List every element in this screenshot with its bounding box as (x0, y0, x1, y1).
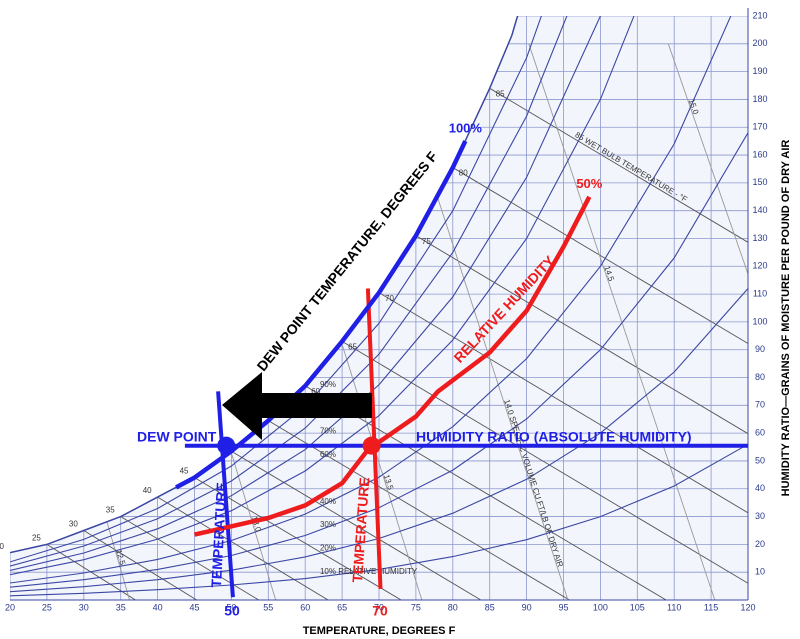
humidity-ratio-label: HUMIDITY RATIO (ABSOLUTE HUMIDITY) (416, 429, 692, 445)
x-tick-label: 65 (337, 602, 347, 612)
rh-label: 30% (320, 520, 336, 529)
x-tick-label: 45 (189, 602, 199, 612)
rh-label: 20% (320, 543, 336, 552)
temperature-label: TEMPERATURE (349, 477, 372, 583)
y-tick-label: 30 (755, 511, 765, 521)
wet-bulb-line (120, 516, 259, 600)
wet-bulb-line (452, 167, 748, 600)
curve-label: 65 (348, 342, 357, 351)
y-tick-label: 180 (752, 94, 767, 104)
y-tick-label: 20 (755, 539, 765, 549)
y-tick-label: 150 (752, 177, 767, 187)
y-tick-label: 120 (752, 261, 767, 271)
y-tick-label: 60 (755, 428, 765, 438)
curve-label: 20 (0, 542, 5, 551)
series-line (175, 140, 468, 490)
wet-bulb-line (341, 340, 748, 600)
rh-label: 10% RELATIVE HUMIDITY (320, 567, 418, 576)
wet-bulb-line (304, 385, 667, 600)
y-tick-label: 40 (755, 483, 765, 493)
curve-label: 35 (106, 506, 115, 515)
x-tick-label: 80 (448, 602, 458, 612)
rh-label: 60% (320, 450, 336, 459)
rh-curve (10, 16, 748, 572)
dew-point-value: 50 (224, 603, 240, 619)
dry-bulb-value: 70 (372, 603, 388, 619)
x-tick-label: 115 (704, 602, 718, 612)
rh-curve (10, 16, 748, 567)
rh-label: 40% (320, 497, 336, 506)
wet-bulb-line (415, 235, 748, 600)
x-axis-title: TEMPERATURE, DEGREES F (303, 625, 456, 637)
curve-label: 85 (496, 89, 505, 98)
y-tick-label: 210 (752, 10, 767, 20)
rh-curve (10, 16, 748, 584)
rh-curve (10, 16, 748, 576)
y-tick-label: 80 (755, 372, 765, 382)
x-tick-label: 60 (300, 602, 310, 612)
specific-volume-line (10, 43, 130, 600)
curve-label: 25 (32, 533, 41, 542)
x-tick-label: 110 (667, 602, 681, 612)
point (362, 436, 381, 455)
curve-label: 75 (422, 237, 431, 246)
y-tick-label: 110 (753, 288, 767, 298)
x-tick-label: 85 (485, 602, 495, 612)
rh-label: 90% (320, 380, 336, 389)
wet-bulb-line (194, 477, 402, 600)
x-tick-label: 100 (593, 602, 608, 612)
specific-volume-line (528, 43, 716, 600)
rh-label: 70% (320, 427, 336, 436)
curve-label: 40 (143, 486, 152, 495)
curve-label: 80 (459, 169, 468, 178)
x-tick-label: 70 (374, 602, 384, 612)
x-tick-label: 30 (79, 602, 89, 612)
specific-volume-label: 12.5 (114, 549, 127, 567)
x-tick-label: 105 (630, 602, 645, 612)
curve-label: 30 (69, 520, 78, 529)
y-tick-label: 170 (752, 122, 767, 132)
arrow (222, 372, 372, 440)
plot-area (10, 16, 748, 600)
y-tick-label: 200 (752, 38, 767, 48)
x-tick-label: 55 (263, 602, 273, 612)
wet-bulb-line (489, 87, 748, 600)
temperature-label: TEMPERATURE (208, 482, 230, 588)
curve-label: 60 (311, 387, 320, 396)
y-tick-label: 10 (755, 567, 765, 577)
series-label: 50% (576, 176, 602, 191)
y-tick-label: 50 (755, 455, 765, 465)
y-tick-label: 70 (755, 400, 765, 410)
x-tick-label: 120 (740, 602, 755, 612)
y-tick-label: 130 (752, 233, 767, 243)
x-tick-label: 90 (522, 602, 532, 612)
x-tick-label: 95 (558, 602, 568, 612)
x-tick-label: 20 (5, 602, 15, 612)
y-tick-label: 100 (752, 316, 767, 326)
x-tick-label: 75 (411, 602, 421, 612)
y-tick-label: 190 (752, 66, 767, 76)
y-tick-label: 160 (752, 149, 767, 159)
guide-line (216, 391, 235, 598)
chart-grid (10, 16, 748, 600)
y-tick-label: 90 (755, 344, 765, 354)
point (217, 436, 236, 455)
x-tick-label: 50 (226, 602, 236, 612)
rh-curve (10, 16, 748, 563)
wet-bulb-line (268, 420, 570, 600)
series-label: 100% (449, 121, 483, 136)
y-tick-label: 140 (752, 205, 767, 215)
x-tick-label: 25 (42, 602, 52, 612)
x-tick-label: 35 (116, 602, 126, 612)
specific-volume-line (667, 43, 748, 600)
y-axis-title: HUMIDITY RATIO—GRAINS OF MOISTURE PER PO… (780, 140, 792, 497)
wet-bulb-line (231, 450, 482, 600)
dew-point-label: DEW POINT (137, 429, 217, 445)
wet-bulb-line (157, 496, 329, 600)
series-line (194, 195, 592, 537)
x-tick-label: 40 (153, 602, 163, 612)
curve-label: 70 (385, 294, 394, 303)
curve-label: 45 (180, 467, 189, 476)
